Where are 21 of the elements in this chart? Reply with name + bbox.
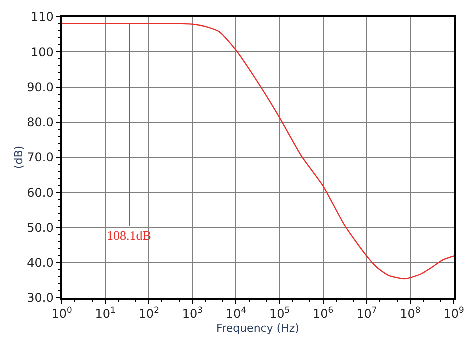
y-tick-label: 90.0 (27, 80, 54, 94)
y-tick-label: 70.0 (27, 150, 54, 165)
x-tick-label: 10$^{3}$ (182, 305, 203, 322)
x-tick-label: 10$^{6}$ (313, 305, 334, 322)
x-tick-label: 10$^{9}$ (444, 305, 464, 322)
x-tick-label: 10$^{4}$ (226, 305, 247, 322)
y-axis-title: (dB) (12, 146, 26, 170)
y-tick-label: 110 (30, 10, 54, 24)
x-tick-label: 10$^{8}$ (400, 305, 421, 322)
x-tick-label: 10$^{0}$ (52, 305, 72, 322)
y-tick-label: 40.0 (27, 256, 54, 270)
x-tick-label: 10$^{1}$ (95, 305, 116, 322)
y-tick-label: 30.0 (27, 291, 54, 306)
y-tick-label: 80.0 (27, 116, 54, 130)
x-tick-label: 10$^{7}$ (356, 305, 378, 322)
x-axis-title: Frequency (Hz) (216, 322, 300, 335)
y-tick-label: 60.0 (27, 186, 54, 200)
x-tick-label: 10$^{2}$ (138, 305, 160, 322)
y-tick-label: 100 (30, 45, 54, 60)
x-tick-label: 10$^{5}$ (269, 305, 290, 322)
y-tick-label: 50.0 (27, 220, 54, 235)
